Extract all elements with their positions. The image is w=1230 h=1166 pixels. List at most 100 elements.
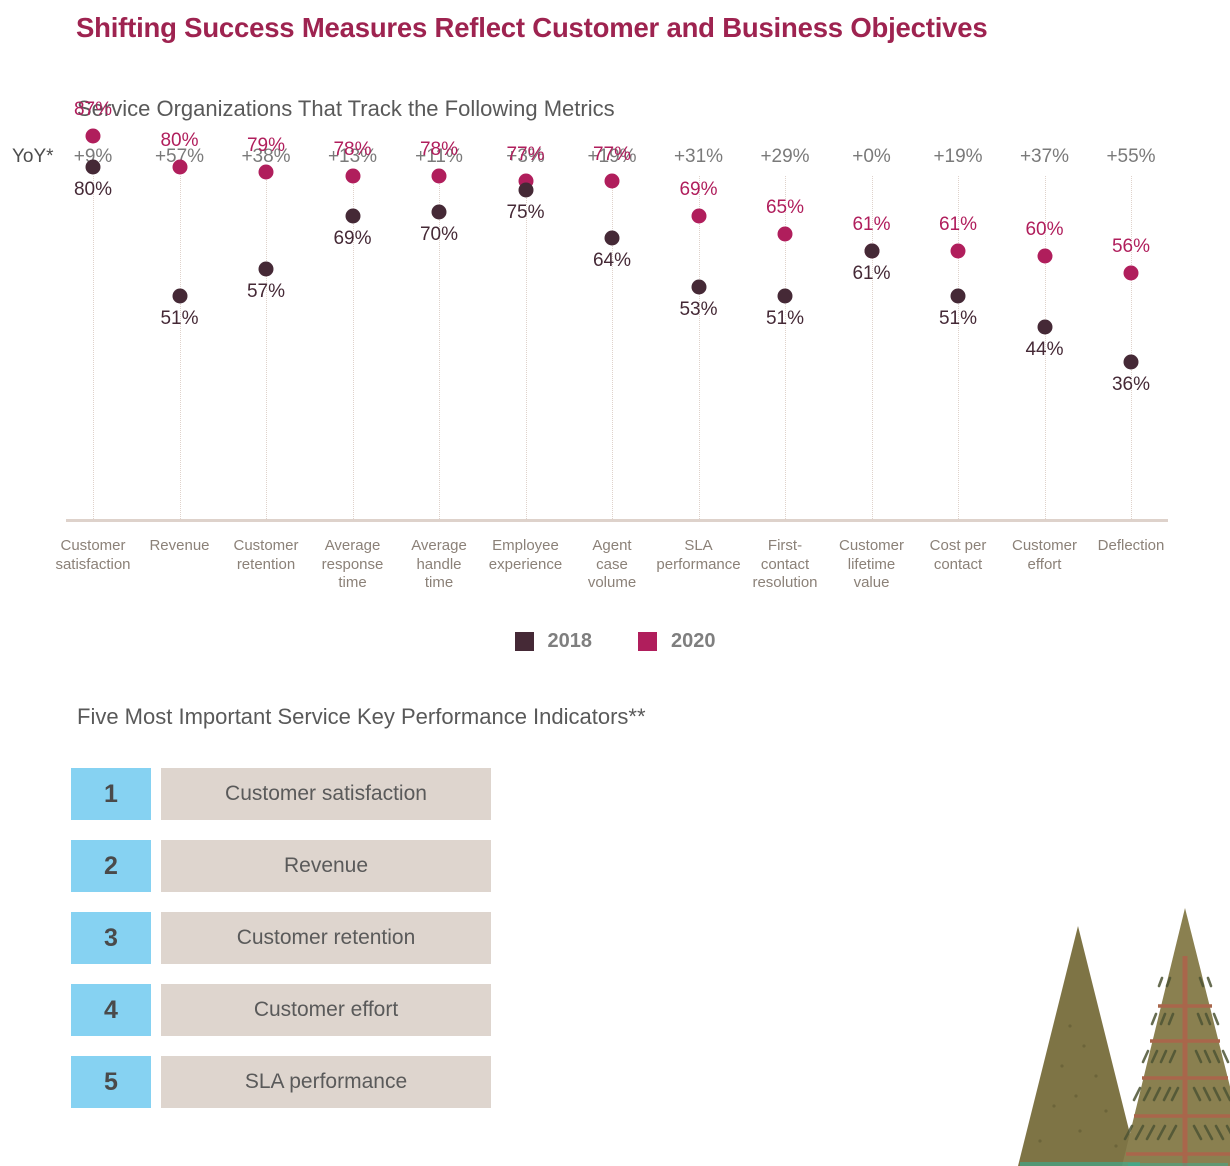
data-point-2020[interactable] [258,164,274,180]
data-point-2018[interactable] [691,279,706,295]
yoy-value: +55% [1106,146,1156,167]
chart-gridline [179,176,181,521]
kpi-name-label: Customer retention [161,912,491,964]
page-title: Shifting Success Measures Reflect Custom… [76,12,988,43]
data-label-2018: 70% [419,223,459,245]
kpi-row[interactable]: 4 Customer effort [71,984,491,1036]
x-axis-category-label: Employee experience [488,537,563,573]
yoy-value: +0% [852,146,891,167]
chart-gridline [1044,176,1046,521]
chart-gridline [1131,176,1132,521]
data-label-2020: 87% [73,99,113,121]
data-point-2018[interactable] [258,261,274,277]
x-axis-category-label: Deflection [1097,537,1165,554]
kpi-row[interactable]: 1 Customer satisfaction [71,768,491,820]
data-label-2018: 51% [765,307,805,329]
kpi-row-gap [151,768,161,820]
x-axis-category-label: Customer effort [1011,537,1078,573]
kpi-ranked-list: 1 Customer satisfaction 2 Revenue 3 Customer … [71,768,491,1128]
data-label-2020: 80% [160,130,199,152]
data-point-2020[interactable] [431,168,447,184]
data-point-2018[interactable] [1037,319,1052,335]
data-label-2020: 78% [333,139,372,161]
data-label-2020: 78% [419,139,459,161]
kpi-row-gap [151,840,161,892]
yoy-value: +9% [73,146,113,167]
data-point-2018[interactable] [85,159,101,175]
data-point-2018[interactable] [950,288,966,304]
tree-right-needles [1123,976,1230,1141]
data-point-2018[interactable] [345,208,360,224]
yoy-value: +13% [327,146,378,167]
chart-gridline [93,176,94,521]
data-label-2020: 61% [852,214,891,236]
data-point-2020[interactable] [604,173,620,189]
data-label-2020: 65% [765,196,805,218]
yoy-value: +3% [506,146,545,167]
kpi-row[interactable]: 2 Revenue [71,840,491,892]
kpi-row[interactable]: 3 Customer retention [71,912,491,964]
data-label-2018: 51% [160,307,199,329]
x-axis-category-label: Agent case volume [587,537,637,591]
data-label-2020: 56% [1111,236,1151,258]
chart-subtitle: Service Organizations That Track the Fol… [77,96,615,121]
x-axis-category-label: Customer satisfaction [55,537,131,573]
data-point-2020[interactable] [691,208,706,224]
data-label-2020: 69% [679,179,718,201]
yoy-value: +29% [760,146,810,167]
data-label-2018: 57% [246,281,286,303]
data-label-2020: 61% [938,214,978,236]
yoy-value: +19% [933,146,983,167]
data-point-2018[interactable] [604,230,620,246]
yoy-value: +31% [673,146,724,167]
data-point-2018[interactable] [864,243,879,259]
x-axis-baseline [66,519,1168,522]
data-point-2018[interactable] [172,288,187,304]
tree-right-shape [1122,908,1230,1166]
chart-gridline [352,176,354,521]
data-point-2018[interactable] [518,182,533,197]
chart-gridline [525,176,527,521]
data-label-2020: 60% [1025,218,1064,240]
chart-gridline [266,176,267,521]
yoy-row-label: YoY* [12,146,54,167]
x-axis-category-label: Revenue [149,537,210,554]
tree-right-branches [1126,1004,1230,1156]
kpi-row-gap [151,1056,161,1108]
data-point-2020[interactable] [1037,248,1052,264]
data-label-2018: 36% [1111,373,1151,395]
data-point-2020[interactable] [1123,265,1139,281]
data-label-2020: 77% [506,143,545,165]
chart-gridline [871,176,873,521]
x-axis-category-label: First-contact resolution [752,537,818,591]
data-label-2018: 51% [938,307,978,329]
data-point-2018[interactable] [1123,354,1139,370]
kpi-rank-badge: 3 [71,912,151,964]
data-point-2020[interactable] [345,168,360,184]
data-point-2020[interactable] [950,243,966,259]
yoy-value: +57% [154,146,205,167]
yoy-value: +11% [415,146,463,167]
x-axis-category-label: Customer retention [233,537,299,573]
legend-label-2020: 2020 [671,630,716,652]
kpi-rank-badge: 4 [71,984,151,1036]
legend-label-2018: 2018 [547,630,593,652]
data-point-2020[interactable] [85,128,101,144]
decorative-trees-illustration [1018,908,1230,1166]
chart-gridline [785,176,786,521]
tree-left-shape [1018,926,1138,1166]
kpi-name-label: Revenue [161,840,491,892]
data-point-2018[interactable] [777,288,793,304]
kpi-row[interactable]: 5 SLA performance [71,1056,491,1108]
data-label-2018: 69% [333,228,372,250]
data-point-2018[interactable] [431,204,447,220]
data-point-2020[interactable] [777,226,793,242]
kpi-name-label: SLA performance [161,1056,491,1108]
data-label-2020: 77% [592,143,632,165]
kpi-rank-badge: 5 [71,1056,151,1108]
kpi-rank-badge: 2 [71,840,151,892]
x-axis-category-label: Average handle time [411,537,467,591]
data-point-2020[interactable] [172,159,187,175]
tree-ground-moss [1020,1162,1228,1166]
